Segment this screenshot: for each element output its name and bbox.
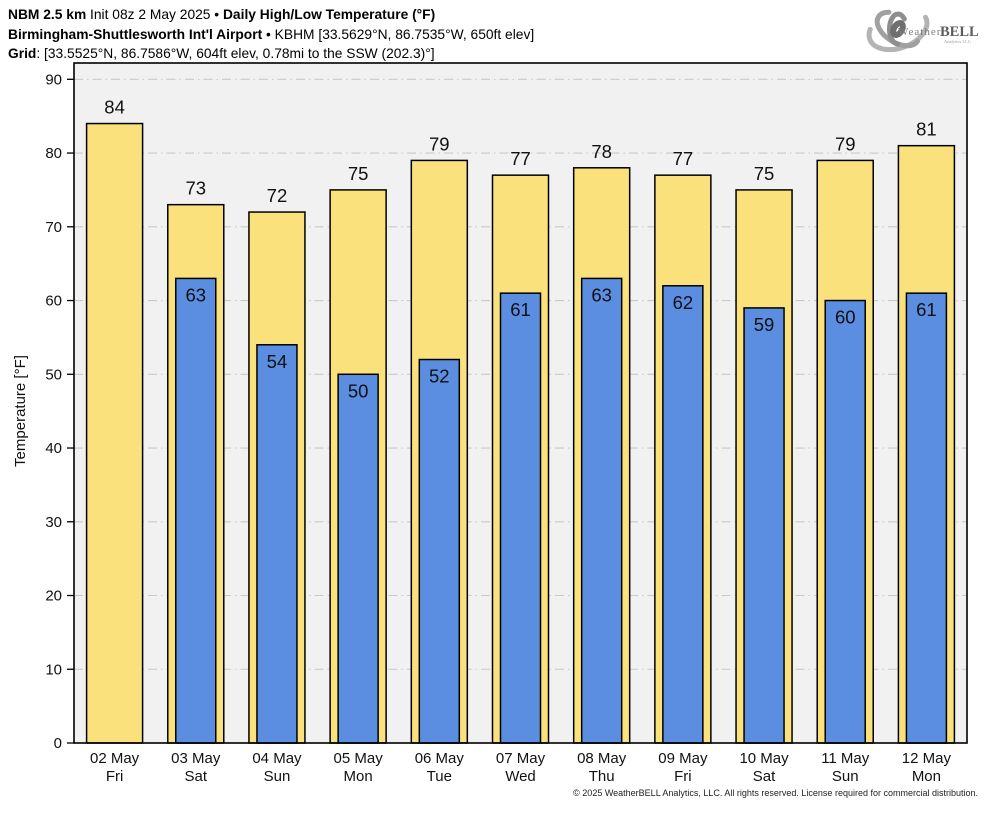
x-date-label: 06 May: [415, 750, 465, 767]
weatherbell-logo: Weather BELL Analytics LLC: [860, 3, 980, 57]
low-bar: [824, 299, 866, 744]
high-value-label: 77: [673, 148, 694, 169]
low-bar: [337, 373, 379, 744]
hurricane-swirl-icon: Weather BELL Analytics LLC: [866, 5, 979, 53]
x-day-label: Sun: [832, 768, 859, 785]
x-day-label: Tue: [427, 768, 452, 785]
low-value-label: 63: [185, 284, 206, 305]
low-value-label: 61: [916, 299, 937, 320]
header-line-2: Birmingham-Shuttlesworth Int'l Airport •…: [8, 25, 534, 45]
x-day-label: Fri: [106, 768, 124, 785]
low-value-label: 52: [429, 366, 450, 387]
y-axis-title: Temperature [°F]: [12, 355, 29, 467]
x-day-label: Fri: [674, 768, 692, 785]
x-date-label: 10 May: [739, 750, 789, 767]
grid-coords: : [33.5525°N, 86.7586°W, 604ft elev, 0.7…: [36, 46, 435, 61]
x-day-label: Sun: [264, 768, 291, 785]
y-tick-label: 90: [45, 72, 62, 89]
x-date-label: 07 May: [496, 750, 546, 767]
low-bar: [662, 285, 704, 744]
y-tick-label: 0: [54, 735, 62, 752]
y-tick-label: 80: [45, 145, 62, 162]
low-bar: [256, 344, 298, 744]
low-value-label: 54: [267, 351, 288, 372]
model-name: NBM 2.5 km: [8, 7, 87, 22]
high-value-label: 81: [916, 119, 937, 140]
x-day-label: Thu: [589, 768, 615, 785]
low-bar: [905, 292, 948, 744]
low-value-label: 61: [510, 299, 531, 320]
low-value-label: 60: [835, 307, 856, 328]
high-value-label: 78: [591, 141, 612, 162]
header-line-1: NBM 2.5 km Init 08z 2 May 2025 • Daily H…: [8, 5, 534, 25]
x-date-label: 12 May: [902, 750, 952, 767]
low-bar: [175, 277, 217, 744]
high-value-label: 72: [267, 185, 288, 206]
x-date-label: 02 May: [90, 750, 140, 767]
x-date-label: 04 May: [252, 750, 302, 767]
x-day-label: Sat: [185, 768, 208, 785]
x-day-label: Sat: [753, 768, 776, 785]
low-bar: [743, 307, 785, 744]
high-value-label: 75: [348, 163, 369, 184]
y-tick-label: 70: [45, 219, 62, 236]
low-value-label: 63: [591, 284, 612, 305]
low-value-label: 50: [348, 380, 369, 401]
high-value-label: 77: [510, 148, 531, 169]
x-date-label: 03 May: [171, 750, 221, 767]
y-tick-label: 40: [45, 440, 62, 457]
page-title: Daily High/Low Temperature (°F): [222, 7, 436, 22]
high-value-label: 73: [185, 178, 206, 199]
y-tick-label: 30: [45, 514, 62, 531]
chart-header: NBM 2.5 km Init 08z 2 May 2025 • Daily H…: [8, 5, 534, 64]
y-tick-label: 20: [45, 588, 62, 605]
x-date-label: 09 May: [658, 750, 708, 767]
low-bar: [418, 358, 461, 744]
x-date-label: 08 May: [577, 750, 627, 767]
grid-label: Grid: [8, 46, 37, 61]
x-day-label: Mon: [344, 768, 373, 785]
high-value-label: 79: [429, 133, 450, 154]
logo-text-sub: Analytics LLC: [944, 39, 971, 44]
low-value-label: 59: [754, 314, 775, 335]
logo-text-bell: BELL: [940, 24, 979, 40]
header-line-3: Grid: [33.5525°N, 86.7586°W, 604ft elev,…: [8, 44, 534, 64]
low-bar: [499, 292, 542, 744]
y-tick-label: 10: [45, 661, 62, 678]
x-day-label: Wed: [505, 768, 536, 785]
low-value-label: 62: [673, 292, 694, 313]
init-time: Init 08z 2 May 2025 •: [86, 7, 223, 22]
y-tick-label: 50: [45, 366, 62, 383]
high-value-label: 75: [754, 163, 775, 184]
station-name: Birmingham-Shuttlesworth Int'l Airport: [8, 26, 263, 42]
low-bar: [580, 277, 623, 744]
plot-frame: [73, 62, 968, 744]
y-tick-label: 60: [45, 293, 62, 310]
logo-text-weather: Weather: [898, 26, 941, 38]
x-date-label: 05 May: [334, 750, 384, 767]
x-date-label: 11 May: [821, 750, 870, 767]
high-value-label: 84: [104, 97, 125, 118]
high-bar: [85, 122, 144, 744]
x-day-label: Mon: [912, 768, 941, 785]
high-value-label: 79: [835, 133, 856, 154]
copyright-notice: © 2025 WeatherBELL Analytics, LLC. All r…: [573, 788, 978, 798]
station-coords: • KBHM [33.5629°N, 86.7535°W, 650ft elev…: [262, 26, 535, 42]
